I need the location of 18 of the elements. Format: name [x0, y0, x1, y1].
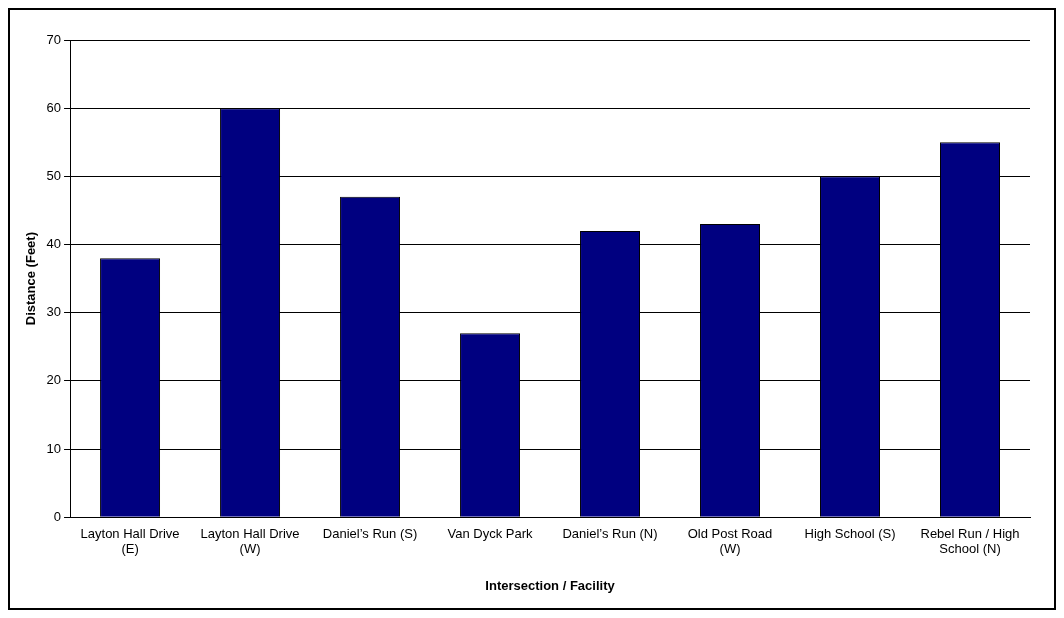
y-tick-label: 0: [53, 508, 62, 524]
x-tick-label: Van Dyck Park: [447, 525, 534, 541]
x-tick-label: Rebel Run / High School (N): [920, 525, 1020, 557]
y-tick-label: 40: [46, 236, 62, 252]
x-tick-label: Daniel’s Run (N): [562, 525, 658, 541]
y-tick-label: 70: [46, 31, 62, 47]
y-tick-label: 10: [46, 440, 62, 456]
x-tick-label: Daniel’s Run (S): [322, 525, 418, 541]
x-tick-label: Old Post Road (W): [687, 525, 773, 557]
x-tick-label: Layton Hall Drive (E): [80, 525, 180, 557]
y-axis-title: Distance (Feet): [23, 232, 39, 326]
y-tick-label: 50: [46, 167, 62, 183]
y-tick-label: 20: [46, 372, 62, 388]
y-tick-label: 60: [46, 99, 62, 115]
x-tick-label: Layton Hall Drive (W): [200, 525, 300, 557]
x-axis-title: Intersection / Facility: [485, 577, 616, 593]
x-tick-label: High School (S): [804, 525, 896, 541]
y-tick-label: 30: [46, 304, 62, 320]
